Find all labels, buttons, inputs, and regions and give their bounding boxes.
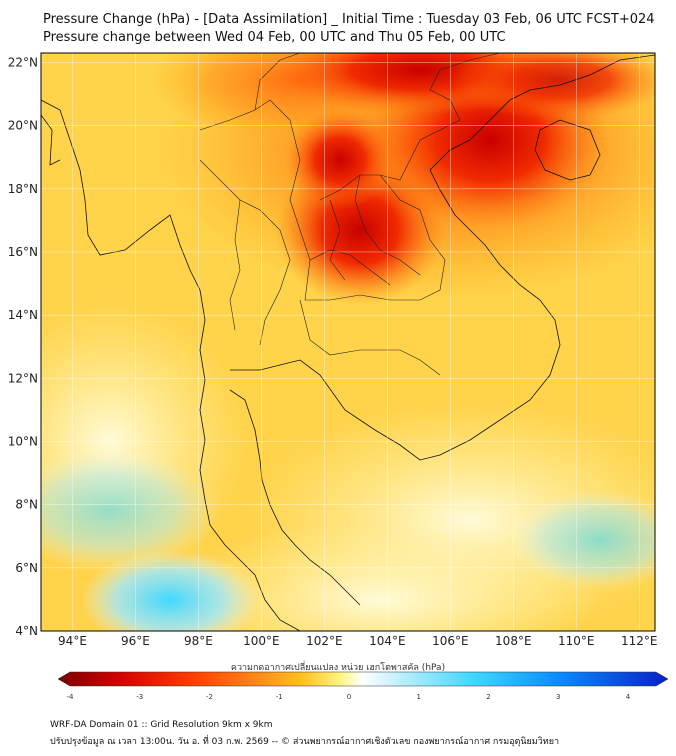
colorbar-tick: 3 — [556, 693, 560, 701]
gridlines — [41, 53, 655, 632]
lon-label: 98°E — [184, 634, 213, 648]
colorbar-tick: 1 — [417, 693, 421, 701]
lon-label: 108°E — [495, 634, 532, 648]
lat-label: 18°N — [8, 182, 38, 196]
admin-borders — [199, 53, 501, 376]
map-subtitle: Pressure change between Wed 04 Feb, 00 U… — [43, 30, 506, 45]
latitude-labels: 22°N 20°N 18°N 16°N 14°N 12°N 10°N 8°N 6°N 4°N — [8, 55, 38, 638]
lon-label: 94°E — [58, 634, 87, 648]
colorbar-label: ความกดอากาศเปลี่ยนแปลง หน่วย เฮกโตพาสคัล… — [230, 663, 446, 673]
pressure-field — [41, 53, 655, 631]
colorbar-tick: -3 — [136, 693, 143, 701]
colorbar-tick: -1 — [276, 693, 283, 701]
lat-label: 4°N — [15, 624, 38, 638]
lat-label: 12°N — [8, 371, 38, 385]
colorbar: -4 -3 -2 -1 0 1 2 3 4 — [57, 671, 669, 701]
lat-label: 14°N — [8, 308, 38, 322]
lon-label: 112°E — [621, 634, 658, 648]
colorbar-tick: 4 — [626, 693, 631, 701]
lat-label: 16°N — [8, 245, 38, 259]
lon-label: 104°E — [369, 634, 406, 648]
lon-label: 96°E — [121, 634, 150, 648]
map-frame — [40, 52, 656, 632]
colorbar-tick: 2 — [486, 693, 490, 701]
lat-label: 22°N — [8, 55, 38, 69]
colorbar-tick: -4 — [67, 693, 75, 701]
coastlines — [41, 54, 655, 631]
update-credit: ปรับปรุงข้อมูล ณ เวลา 13:00น. วัน อ. ที่… — [50, 737, 560, 747]
lat-label: 6°N — [15, 561, 38, 575]
longitude-labels: 94°E 96°E 98°E 100°E 102°E 104°E 106°E 108°E 110… — [58, 634, 657, 648]
lon-label: 100°E — [243, 634, 280, 648]
colorbar-tick: 0 — [347, 693, 351, 701]
lon-label: 110°E — [558, 634, 595, 648]
pressure-change-map: 22°N 20°N 18°N 16°N 14°N 12°N 10°N 8°N 6°N 4°N 94… — [8, 52, 669, 701]
colorbar-tick: -2 — [206, 693, 213, 701]
lat-label: 8°N — [15, 498, 38, 512]
domain-info: WRF-DA Domain 01 :: Grid Resolution 9km … — [50, 720, 273, 730]
lon-label: 106°E — [432, 634, 469, 648]
colorbar-ramp — [57, 671, 669, 687]
lon-label: 102°E — [306, 634, 343, 648]
map-title: Pressure Change (hPa) - [Data Assimilati… — [43, 12, 655, 27]
lat-label: 20°N — [8, 119, 38, 133]
lat-label: 10°N — [8, 434, 38, 448]
